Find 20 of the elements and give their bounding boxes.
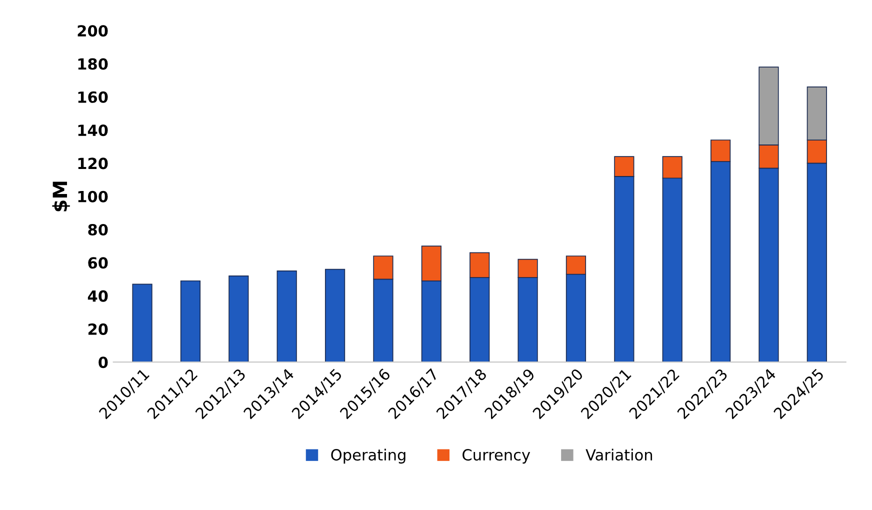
y-tick-label: 160 [78, 91, 108, 103]
legend-label: Currency [462, 449, 530, 464]
y-tick-label: 100 [78, 190, 108, 202]
y-tick-label: 40 [88, 290, 108, 302]
bar [324, 268, 346, 362]
y-tick-label: 180 [78, 58, 108, 70]
y-tick-label: 120 [78, 158, 108, 170]
y-tick-label: 140 [78, 124, 108, 136]
bar [228, 275, 249, 362]
legend-label: Operating [331, 448, 406, 464]
bar [180, 280, 201, 362]
y-axis-title: $M [52, 182, 70, 212]
y-tick-label: 80 [88, 224, 108, 236]
y-tick-label: 200 [78, 25, 108, 37]
legend-label: Variation [586, 448, 652, 461]
y-tick-label: 20 [88, 323, 108, 335]
y-tick-label: 0 [98, 356, 108, 368]
y-tick-label: 60 [88, 257, 108, 269]
bar [276, 270, 297, 362]
bar [132, 284, 152, 362]
